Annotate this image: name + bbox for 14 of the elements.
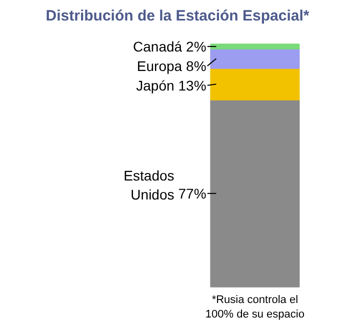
bar (210, 68, 300, 100)
bar (210, 99, 300, 288)
text: Europa (136, 58, 182, 74)
bar (210, 44, 300, 50)
bar (210, 48, 300, 69)
text: *Rusia controla el 100% de su espacio (205, 294, 304, 321)
text: Estados Unidos (124, 167, 174, 203)
data-label: 77% (178, 185, 206, 202)
data-label: 8% (186, 58, 206, 74)
text: Japón (136, 77, 174, 94)
text: Canadá (133, 38, 182, 54)
chart-title: Distribución de la Estación Espacial* (46, 8, 310, 24)
data-label: 13% (178, 77, 206, 94)
data-label: 2% (186, 38, 206, 54)
